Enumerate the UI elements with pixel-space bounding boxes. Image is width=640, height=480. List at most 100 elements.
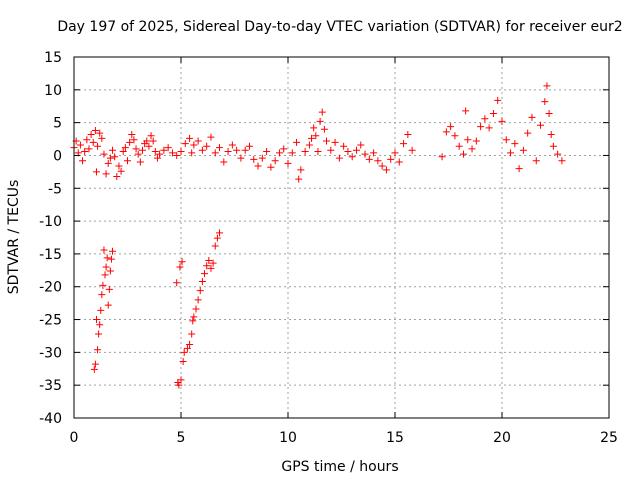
data-point-main-band (258, 154, 266, 162)
data-point-descending-track-2 (194, 296, 202, 304)
data-point-descending-track-2 (192, 305, 200, 313)
data-point-main-band (121, 144, 129, 152)
data-point-main-band (92, 168, 100, 176)
data-point-main-band (494, 96, 502, 104)
y-tick-label: -20 (39, 280, 62, 296)
data-point-descending-track-1 (103, 254, 111, 262)
data-point-main-band (543, 82, 551, 90)
data-point-descending-track-2 (188, 330, 196, 338)
data-point-descending-track-1 (97, 306, 105, 314)
data-point-main-band (528, 113, 536, 121)
y-axis-label: SDTVAR / TECUs (6, 180, 22, 295)
data-point-main-band (374, 157, 382, 165)
data-point-main-band (312, 132, 320, 140)
y-tick-label: -40 (39, 411, 62, 427)
y-tick-label: -35 (39, 378, 62, 394)
data-point-descending-track-2 (179, 358, 187, 366)
y-tick-label: 10 (44, 83, 62, 99)
data-point-main-band (361, 150, 369, 158)
data-point-descending-track-1 (105, 285, 113, 293)
data-point-main-band (511, 140, 519, 148)
data-point-descending-track-2 (209, 259, 217, 267)
data-point-main-band (537, 121, 545, 129)
data-point-main-band (318, 108, 326, 116)
data-point-main-band (275, 149, 283, 157)
data-point-main-band (310, 124, 318, 132)
y-tick-label: 5 (53, 116, 62, 132)
data-point-descending-track-1 (101, 271, 109, 279)
data-point-descending-track-2 (203, 262, 211, 270)
data-point-main-band (348, 153, 356, 161)
data-point-main-band (489, 109, 497, 117)
data-point-main-band (156, 150, 164, 158)
data-point-main-band (198, 146, 206, 154)
data-point-main-band (331, 138, 339, 146)
data-point-main-band (87, 130, 95, 138)
data-point-main-band (104, 159, 112, 167)
y-tick-label: -25 (39, 313, 62, 329)
data-point-main-band (301, 148, 309, 156)
data-point-main-band (177, 148, 185, 156)
data-point-main-band (91, 127, 99, 135)
data-point-main-band (352, 146, 360, 154)
data-point-main-band (378, 162, 386, 170)
data-point-descending-track-2 (175, 381, 183, 389)
data-point-main-band (111, 153, 119, 161)
data-point-main-band (76, 141, 84, 149)
data-point-descending-track-1 (96, 321, 104, 329)
data-point-main-band (305, 141, 313, 149)
data-point-main-band (404, 130, 412, 138)
data-point-descending-track-2 (207, 264, 215, 272)
data-point-main-band (149, 137, 157, 145)
data-point-main-band (498, 117, 506, 125)
data-point-main-band (136, 158, 144, 166)
data-point-main-band (541, 98, 549, 106)
data-point-main-band (344, 148, 352, 156)
data-point-main-band (370, 149, 378, 157)
y-tick-label: -10 (39, 214, 62, 230)
data-point-main-band (126, 138, 134, 146)
data-point-main-band (545, 109, 553, 117)
x-tick-label: 20 (493, 430, 511, 446)
x-tick-label: 5 (177, 430, 186, 446)
data-point-main-band (442, 128, 450, 136)
grid-lines (74, 57, 609, 418)
data-point-main-band (203, 142, 211, 150)
data-point-main-band (464, 136, 472, 144)
data-point-main-band (365, 155, 373, 163)
data-point-main-band (190, 141, 198, 149)
data-point-descending-track-1 (91, 360, 99, 368)
data-point-main-band (284, 159, 292, 167)
data-point-descending-track-1 (104, 301, 112, 309)
data-point-main-band (117, 167, 125, 175)
data-point-main-band (254, 162, 262, 170)
data-point-main-band (391, 149, 399, 157)
data-point-main-band (181, 140, 189, 148)
data-point-main-band (216, 144, 224, 152)
x-axis-label: GPS time / hours (281, 459, 398, 475)
y-tick-label: 15 (44, 50, 62, 66)
data-point-main-band (295, 175, 303, 183)
data-point-main-band (85, 145, 93, 153)
data-point-main-band (293, 138, 301, 146)
data-point-main-band (387, 155, 395, 163)
data-point-descending-track-1 (92, 316, 100, 324)
data-point-descending-track-2 (173, 279, 181, 287)
y-tick-label: 0 (53, 148, 62, 164)
plot-frame (73, 56, 610, 419)
data-point-main-band (438, 153, 446, 161)
data-points (70, 82, 566, 389)
data-point-main-band (462, 107, 470, 115)
data-point-main-band (147, 132, 155, 140)
data-point-main-band (481, 115, 489, 123)
data-point-main-band (81, 148, 89, 156)
data-point-main-band (164, 144, 172, 152)
data-point-main-band (271, 157, 279, 165)
data-point-main-band (519, 146, 527, 154)
data-point-main-band (211, 149, 219, 157)
data-point-main-band (263, 148, 271, 156)
data-point-main-band (320, 125, 328, 133)
data-point-main-band (395, 158, 403, 166)
data-point-main-band (288, 149, 296, 157)
